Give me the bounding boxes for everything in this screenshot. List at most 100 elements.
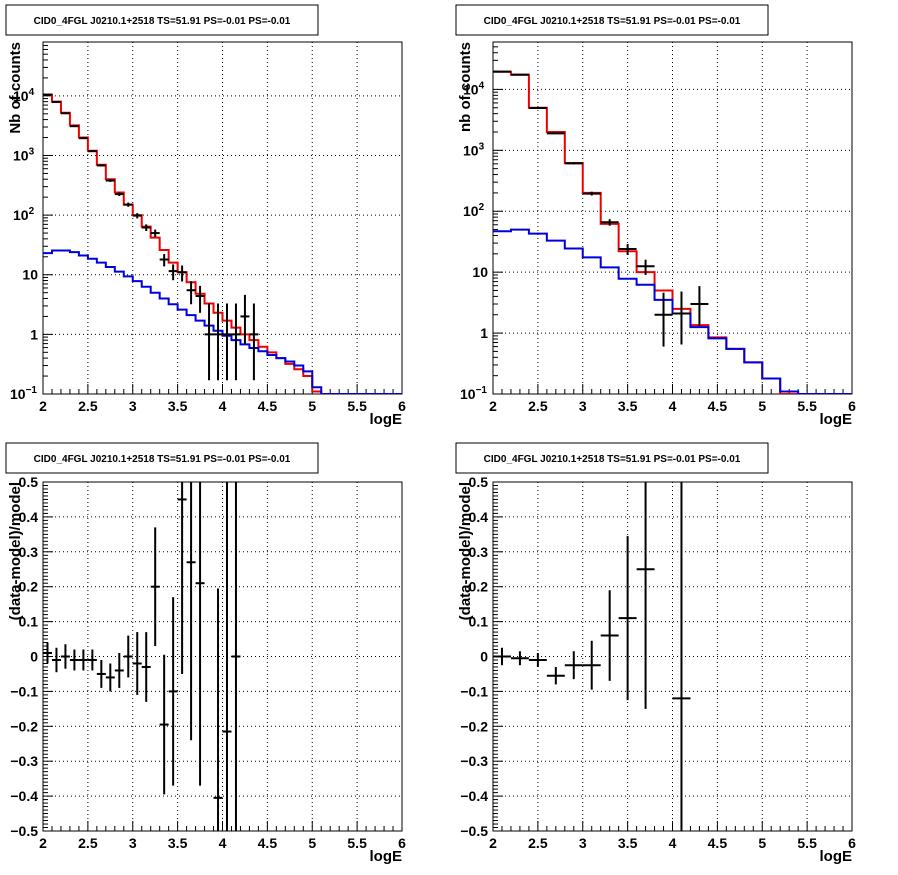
y-tick-label: 1 bbox=[480, 325, 488, 341]
data-point bbox=[60, 112, 70, 115]
data-point bbox=[69, 125, 79, 128]
data-point bbox=[213, 303, 223, 381]
y-tick-label: −0.1 bbox=[460, 683, 488, 699]
data-point bbox=[564, 162, 583, 165]
y-axis-title: (data-model)/model bbox=[7, 482, 24, 620]
model-total-histogram bbox=[43, 93, 402, 394]
residual-point bbox=[672, 482, 691, 831]
x-tick-label: 4 bbox=[669, 398, 677, 414]
axis-ticks bbox=[42, 481, 403, 832]
residual-point bbox=[177, 482, 187, 674]
x-tick-label: 6 bbox=[398, 835, 406, 851]
y-tick-label: 0.2 bbox=[469, 579, 489, 595]
axis-ticks bbox=[492, 481, 853, 832]
data-point bbox=[222, 303, 232, 381]
x-tick-label: 4.5 bbox=[258, 835, 278, 851]
x-tick-label: 6 bbox=[848, 835, 856, 851]
residual-point bbox=[186, 482, 196, 741]
residual-point bbox=[213, 588, 223, 831]
residual-point bbox=[60, 644, 70, 669]
background-model-histogram bbox=[43, 249, 402, 394]
x-tick-label: 3.5 bbox=[168, 398, 188, 414]
grid bbox=[493, 42, 852, 394]
axis-ticks bbox=[492, 41, 853, 395]
residual-point bbox=[636, 482, 655, 709]
y-tick-label: −0.2 bbox=[10, 718, 38, 734]
x-tick-label: 2 bbox=[39, 398, 47, 414]
residual-point bbox=[123, 635, 133, 678]
y-tick-label: −0.3 bbox=[460, 753, 488, 769]
residual-point bbox=[132, 632, 142, 695]
x-tick-label: 4 bbox=[219, 835, 227, 851]
residual-point bbox=[105, 663, 115, 692]
y-tick-label: 0.1 bbox=[469, 614, 489, 630]
data-point bbox=[528, 107, 547, 110]
data-point bbox=[654, 292, 673, 347]
y-tick-label: 103 bbox=[463, 141, 485, 158]
data-point bbox=[96, 164, 106, 167]
residual-point bbox=[141, 632, 151, 702]
plot-area bbox=[493, 482, 691, 831]
x-tick-label: 5 bbox=[758, 835, 766, 851]
x-tick-label: 6 bbox=[848, 398, 856, 414]
chart-panel-4: 2 2.5 3 3.5 4 4.5 5 5.5 6 −0.5 −0.4 −0.3 −0.2 −0.1 0 0.… bbox=[455, 442, 856, 865]
y-tick-label: 10 bbox=[472, 264, 488, 280]
x-tick-label: 3 bbox=[579, 835, 587, 851]
chart-title: CID0_4FGL J0210.1+2518 TS=51.91 PS=-0.01… bbox=[484, 16, 741, 27]
x-tick-label: 5 bbox=[308, 398, 316, 414]
residual-point bbox=[222, 482, 232, 831]
plot-area bbox=[43, 482, 241, 831]
data-point bbox=[132, 213, 142, 219]
residual-point bbox=[564, 651, 583, 680]
x-tick-label: 5 bbox=[758, 398, 766, 414]
grid bbox=[493, 482, 852, 831]
residual-point bbox=[600, 590, 619, 681]
residual-point bbox=[168, 597, 178, 786]
chart-title: CID0_4FGL J0210.1+2518 TS=51.91 PS=-0.01… bbox=[34, 16, 291, 27]
plot-area bbox=[493, 70, 852, 394]
data-point bbox=[87, 150, 97, 153]
data-point bbox=[582, 191, 601, 196]
residual-point bbox=[510, 651, 529, 666]
residual-point bbox=[546, 666, 565, 685]
x-tick-label: 5 bbox=[308, 835, 316, 851]
y-tick-label: 0.3 bbox=[19, 544, 39, 560]
y-axis-title: nb of counts bbox=[457, 42, 474, 132]
x-tick-label: 4 bbox=[669, 835, 677, 851]
residual-point bbox=[51, 647, 61, 673]
chart-panel-1: 2 2.5 3 3.5 4 4.5 5 5.5 610−1110102103104logENb … bbox=[5, 4, 406, 428]
y-tick-label: 0.4 bbox=[19, 509, 39, 525]
x-tick-label: 5.5 bbox=[347, 835, 367, 851]
grid bbox=[43, 42, 402, 394]
residual-point bbox=[78, 649, 88, 671]
data-point bbox=[159, 254, 169, 267]
x-tick-label: 3 bbox=[129, 398, 137, 414]
y-tick-label: −0.5 bbox=[10, 823, 38, 839]
x-tick-label: 3.5 bbox=[168, 835, 188, 851]
x-axis-title: logE bbox=[820, 848, 853, 865]
x-tick-label: 6 bbox=[398, 398, 406, 414]
chart-panel-3: 2 2.5 3 3.5 4 4.5 5 5.5 6 −0.5 −0.4 −0.3 −0.2 −0.1 0 0.… bbox=[5, 442, 406, 865]
data-point bbox=[618, 244, 637, 256]
residual-point bbox=[69, 649, 79, 671]
data-point bbox=[600, 219, 619, 226]
chart-title: CID0_4FGL J0210.1+2518 TS=51.91 PS=-0.01… bbox=[484, 454, 741, 465]
y-axis-title: (data-model)/model bbox=[457, 482, 474, 620]
x-axis-title: logE bbox=[370, 411, 403, 428]
data-point bbox=[43, 93, 52, 96]
x-tick-label: 5.5 bbox=[347, 398, 367, 414]
residual-point bbox=[87, 649, 97, 671]
y-tick-label: −0.4 bbox=[460, 788, 488, 804]
data-point bbox=[204, 303, 214, 381]
data-point bbox=[78, 137, 88, 140]
x-axis-title: logE bbox=[820, 411, 853, 428]
x-tick-label: 2 bbox=[39, 835, 47, 851]
y-tick-label: 103 bbox=[13, 146, 35, 163]
y-tick-label: 1 bbox=[30, 326, 38, 342]
data-point bbox=[114, 192, 124, 196]
residual-point bbox=[43, 642, 52, 664]
title-box bbox=[455, 442, 769, 474]
residual-point bbox=[231, 482, 241, 831]
y-tick-label: 10−1 bbox=[460, 385, 487, 402]
y-tick-label: −0.1 bbox=[10, 683, 38, 699]
